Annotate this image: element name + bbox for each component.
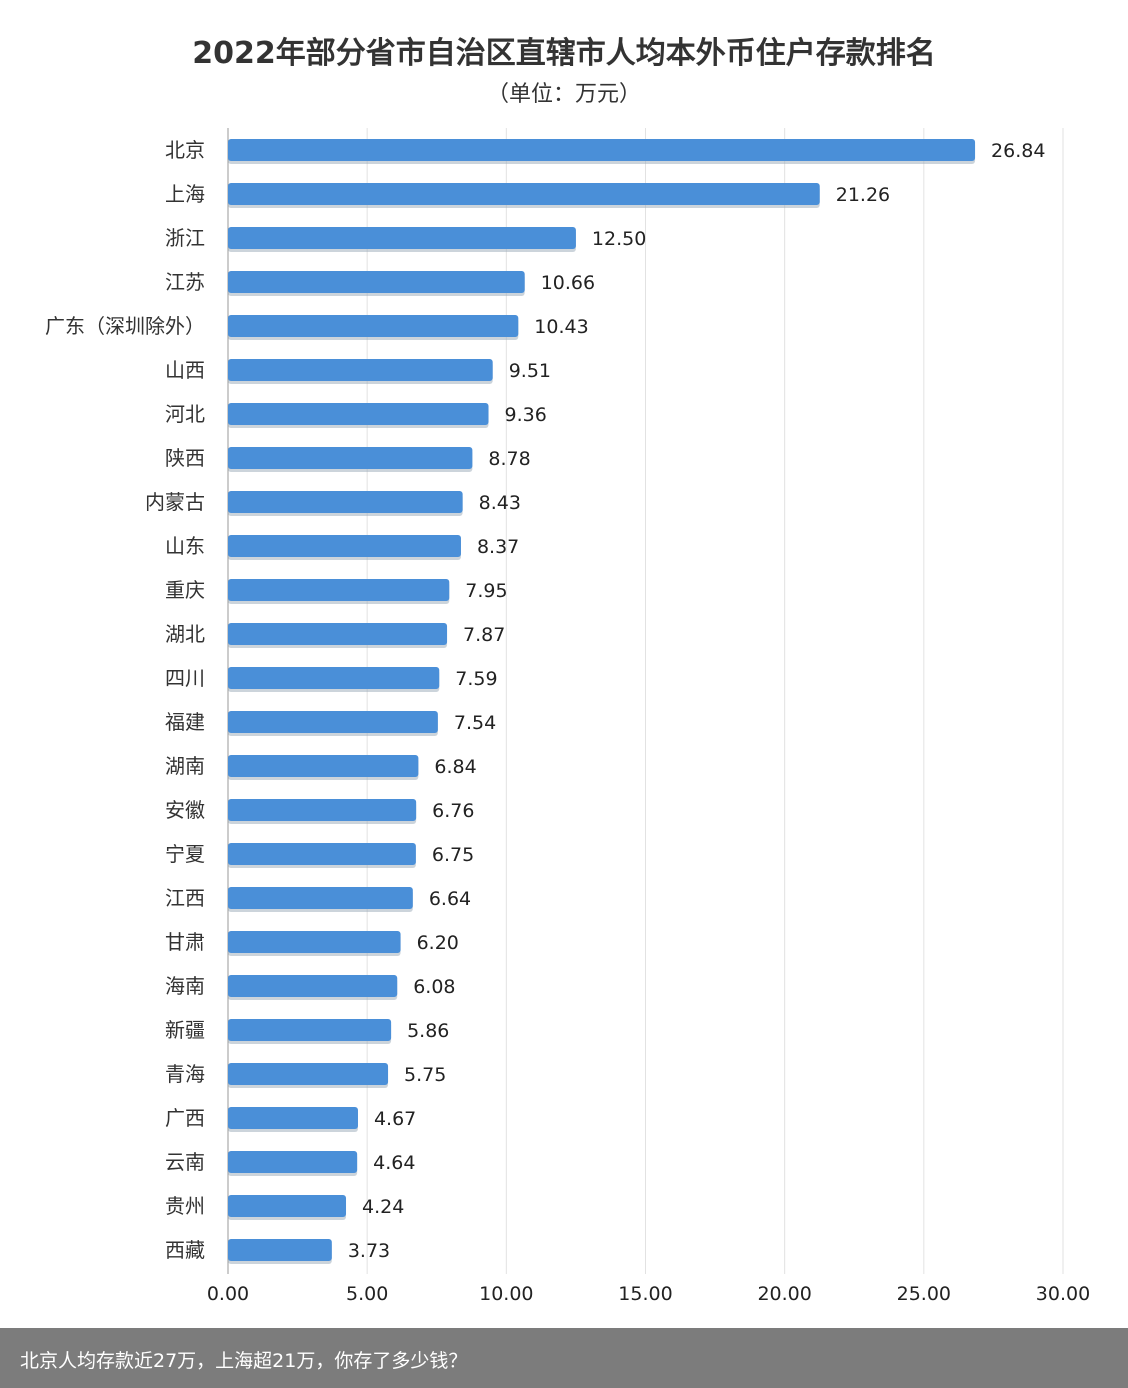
bar (228, 139, 976, 161)
data-label: 6.84 (434, 756, 476, 778)
category-label: 上海 (165, 182, 205, 206)
category-label: 海南 (165, 974, 205, 998)
bar (228, 1151, 358, 1173)
bar (228, 535, 461, 557)
bar (228, 1107, 358, 1129)
category-label: 河北 (165, 402, 205, 426)
category-label: 广西 (165, 1106, 205, 1130)
data-label: 7.95 (465, 580, 507, 602)
category-label: 新疆 (165, 1018, 205, 1042)
category-label: 江西 (165, 886, 205, 910)
category-label: 贵州 (165, 1194, 205, 1218)
data-label: 8.37 (477, 536, 519, 558)
data-label: 8.43 (479, 492, 521, 514)
caption-overlay (0, 1328, 1128, 1388)
bar (228, 359, 493, 381)
category-label: 湖北 (165, 622, 205, 646)
bar (228, 1195, 347, 1217)
x-tick-label: 0.00 (207, 1283, 249, 1305)
bar (228, 887, 413, 909)
bar (228, 1019, 392, 1041)
data-label: 26.84 (991, 140, 1045, 162)
category-label: 安徽 (165, 798, 205, 822)
bar (228, 843, 416, 865)
category-label: 广东（深圳除外） (45, 314, 205, 338)
chart-title: 2022年部分省市自治区直辖市人均本外币住户存款排名 (192, 36, 936, 71)
data-label: 7.87 (463, 624, 505, 646)
bar (228, 623, 448, 645)
x-tick-label: 25.00 (897, 1283, 951, 1305)
category-label: 浙江 (165, 226, 205, 250)
category-label: 山东 (165, 534, 205, 558)
bar (228, 1239, 332, 1261)
x-tick-label: 15.00 (618, 1283, 672, 1305)
category-label: 青海 (165, 1062, 205, 1086)
bar (228, 271, 525, 293)
category-label: 四川 (165, 666, 205, 690)
data-label: 6.64 (429, 888, 471, 910)
data-label: 6.20 (417, 932, 459, 954)
data-label: 10.43 (534, 316, 588, 338)
category-label: 重庆 (165, 578, 205, 602)
category-label: 云南 (165, 1150, 205, 1174)
bar (228, 1063, 389, 1085)
bar (228, 227, 576, 249)
data-label: 7.54 (454, 712, 496, 734)
bar (228, 183, 820, 205)
data-label: 4.24 (362, 1196, 404, 1218)
x-tick-label: 20.00 (757, 1283, 811, 1305)
bar (228, 931, 401, 953)
data-label: 8.78 (488, 448, 530, 470)
bar (228, 755, 419, 777)
category-label: 湖南 (165, 754, 205, 778)
category-label: 陕西 (165, 446, 205, 470)
bar (228, 667, 440, 689)
bar (228, 491, 463, 513)
data-label: 6.76 (432, 800, 474, 822)
category-label: 北京 (165, 138, 205, 162)
x-tick-label: 5.00 (346, 1283, 388, 1305)
data-label: 4.64 (373, 1152, 415, 1174)
data-label: 12.50 (592, 228, 646, 250)
category-label: 福建 (165, 710, 205, 734)
category-label: 江苏 (165, 270, 205, 294)
data-label: 5.86 (407, 1020, 449, 1042)
data-label: 9.36 (505, 404, 547, 426)
data-label: 3.73 (348, 1240, 390, 1262)
data-label: 6.08 (413, 976, 455, 998)
category-label: 内蒙古 (145, 490, 205, 514)
chart-subtitle: （单位：万元） (486, 82, 641, 107)
data-label: 10.66 (541, 272, 595, 294)
bar (228, 403, 489, 425)
data-label: 9.51 (509, 360, 551, 382)
data-label: 5.75 (404, 1064, 446, 1086)
data-label: 21.26 (836, 184, 890, 206)
bar (228, 447, 473, 469)
x-tick-label: 30.00 (1036, 1283, 1090, 1305)
data-label: 7.59 (455, 668, 497, 690)
bar (228, 711, 438, 733)
bar (228, 799, 417, 821)
category-label: 宁夏 (165, 842, 205, 866)
data-label: 4.67 (374, 1108, 416, 1130)
bar (228, 315, 519, 337)
x-tick-label: 10.00 (479, 1283, 533, 1305)
category-label: 甘肃 (165, 930, 205, 954)
bar (228, 975, 398, 997)
category-label: 西藏 (165, 1238, 205, 1262)
bar (228, 579, 450, 601)
caption-text: 北京人均存款近27万，上海超21万，你存了多少钱？ (20, 1350, 468, 1372)
category-label: 山西 (165, 358, 205, 382)
data-label: 6.75 (432, 844, 474, 866)
